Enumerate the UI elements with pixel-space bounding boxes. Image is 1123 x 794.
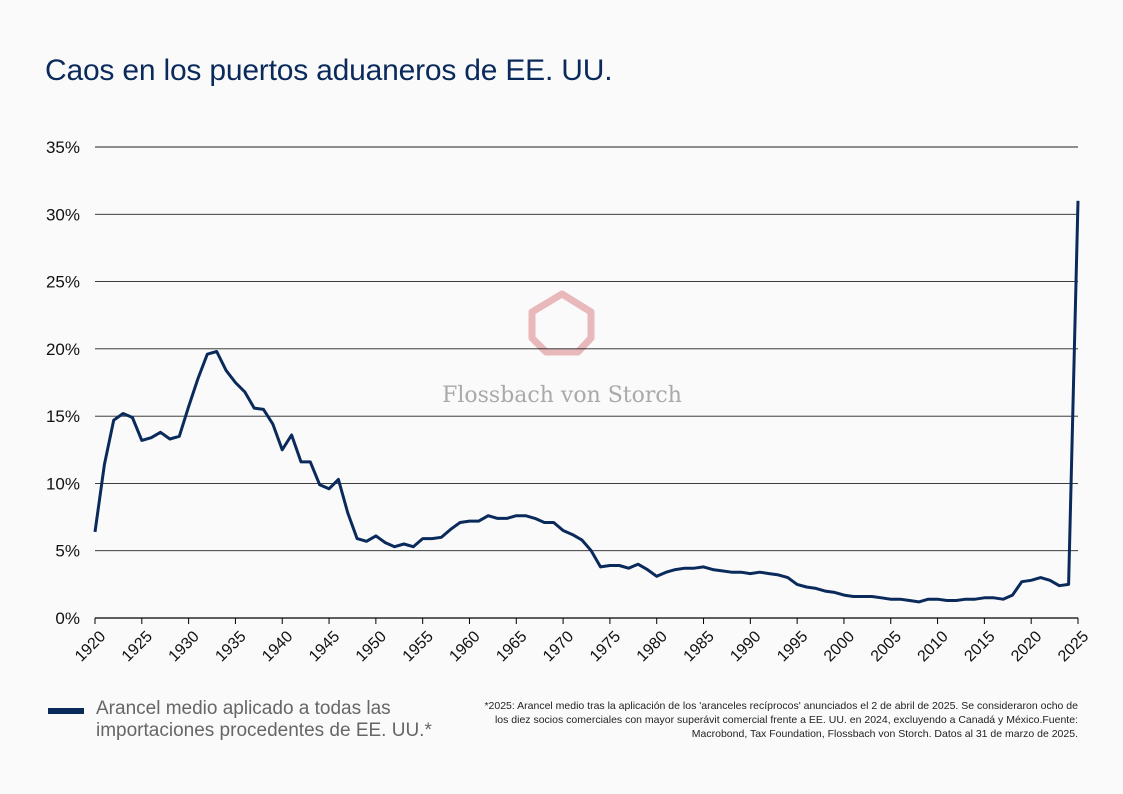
x-tick-label: 1995	[774, 628, 811, 665]
x-tick-label: 1950	[353, 628, 390, 665]
x-tick-label: 1920	[72, 628, 109, 665]
watermark-text: Flossbach von Storch	[442, 383, 682, 408]
x-tick-label: 1940	[259, 628, 296, 665]
x-tick-label: 1980	[634, 628, 671, 665]
x-tick-label: 2005	[868, 628, 905, 665]
y-tick-label: 25%	[46, 273, 80, 292]
watermark-logo-icon	[528, 290, 595, 356]
x-tick-label: 1965	[493, 628, 530, 665]
x-tick-label: 2010	[915, 628, 952, 665]
x-tick-label: 1925	[119, 628, 156, 665]
x-tick-label: 2015	[961, 628, 998, 665]
y-tick-label: 30%	[46, 205, 80, 224]
y-tick-label: 15%	[46, 407, 80, 426]
y-tick-label: 5%	[55, 542, 80, 561]
y-tick-label: 10%	[46, 474, 80, 493]
x-tick-label: 1935	[212, 628, 249, 665]
x-tick-label: 2000	[821, 628, 858, 665]
legend-label: Arancel medio aplicado a todas las impor…	[96, 698, 432, 741]
x-tick-label: 1930	[166, 628, 203, 665]
y-tick-label: 20%	[46, 340, 80, 359]
y-tick-label: 35%	[46, 138, 80, 157]
x-tick-label: 1975	[587, 628, 624, 665]
x-tick-label: 1970	[540, 628, 577, 665]
line-chart: Flossbach von Storch 0% 5% 10% 15% 20% 25% 30%…	[46, 138, 1092, 665]
x-tick-label: 1955	[400, 628, 437, 665]
series-line	[93, 200, 1080, 604]
watermark: Flossbach von Storch	[442, 290, 682, 408]
x-tick-label: 1945	[306, 628, 343, 665]
x-tick-label: 1985	[681, 628, 718, 665]
legend: Arancel medio aplicado a todas las impor…	[48, 698, 458, 742]
legend-swatch	[48, 708, 84, 714]
x-tick-label: 1960	[446, 628, 483, 665]
x-tick-label: 2025	[1055, 628, 1092, 665]
footnote: *2025: Arancel medio tras la aplicación …	[484, 700, 1078, 740]
x-tick-label: 1990	[727, 628, 764, 665]
y-tick-label: 0%	[55, 609, 80, 628]
chart-title: Caos en los puertos aduaneros de EE. UU.	[45, 54, 613, 87]
x-tick-label: 2020	[1008, 628, 1045, 665]
